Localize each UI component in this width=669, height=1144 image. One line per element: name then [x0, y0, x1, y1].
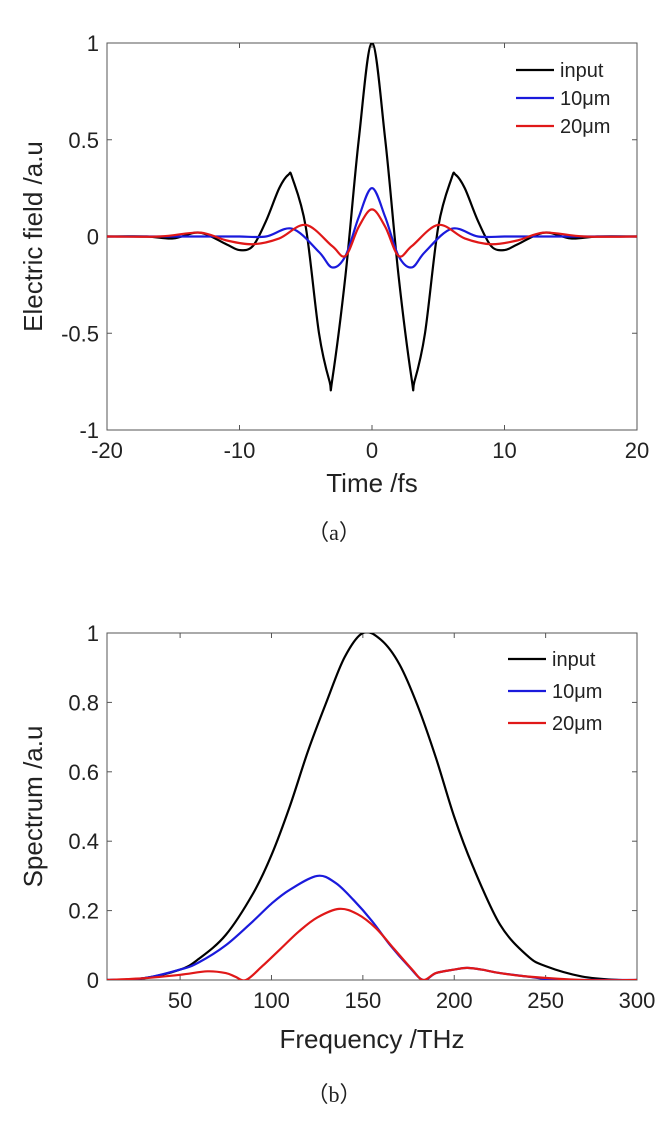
legend-label: 20μm: [552, 713, 602, 735]
y-axis-label: Spectrum /a.u: [18, 726, 48, 888]
series-line-20m: [107, 208, 637, 258]
x-tick-label: 0: [366, 438, 378, 463]
y-tick-label: 0: [87, 968, 99, 993]
y-tick-label: 0.6: [68, 760, 99, 785]
series-line-input: [107, 633, 637, 980]
legend-label: 10μm: [560, 88, 610, 110]
x-tick-label: -10: [224, 438, 256, 463]
y-tick-label: 1: [87, 31, 99, 56]
y-tick-label: 1: [87, 621, 99, 646]
chart-b: 50 100 150 200 250 300 0 0.2 0.4 0.6 0.8 1 Frequency…: [18, 621, 655, 1107]
y-tick-label: -1: [79, 418, 99, 443]
x-tick-label: 200: [436, 988, 473, 1013]
legend-label: 20μm: [560, 116, 610, 138]
x-axis-label: Frequency /THz: [280, 1024, 465, 1054]
x-tick-label: 150: [345, 988, 382, 1013]
x-tick-label: 10: [492, 438, 516, 463]
x-tick-label: 20: [625, 438, 649, 463]
legend-label: 10μm: [552, 681, 602, 703]
chart-a: -20 -10 0 10 20 -1 -0.5 0 0.5 1 Time /fs Electric f…: [18, 31, 649, 545]
series-line-20m: [107, 907, 637, 980]
y-axis-label: Electric field /a.u: [18, 141, 48, 332]
y-tick-label: 0.2: [68, 899, 99, 924]
x-tick-label: -20: [91, 438, 123, 463]
y-tick-label: -0.5: [61, 321, 99, 346]
x-tick-label: 100: [253, 988, 290, 1013]
x-tick-label: 300: [619, 988, 656, 1013]
y-tick-label: 0.8: [68, 690, 99, 715]
x-tick-label: 250: [527, 988, 564, 1013]
series-line-10m: [107, 187, 637, 269]
y-tick-label: 0: [87, 225, 99, 250]
caption: （a）: [307, 520, 361, 545]
y-tick-label: 0.4: [68, 829, 99, 854]
series-line-input: [107, 43, 637, 392]
caption: （b）: [306, 1082, 361, 1107]
x-tick-label: 50: [168, 988, 192, 1013]
legend-label: input: [560, 60, 604, 82]
y-tick-label: 0.5: [68, 128, 99, 153]
legend-label: input: [552, 649, 596, 671]
x-axis-label: Time /fs: [326, 468, 417, 498]
series-line-10m: [107, 874, 637, 980]
